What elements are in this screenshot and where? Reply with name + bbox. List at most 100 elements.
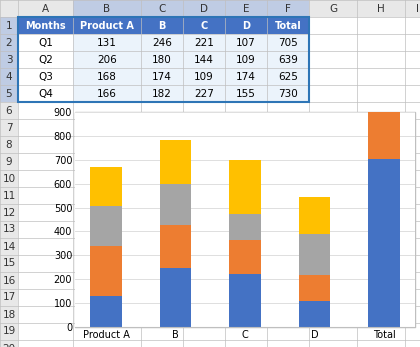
Bar	[225, 17, 267, 34]
Bar	[73, 323, 141, 340]
Text: I: I	[416, 3, 419, 14]
Bar	[309, 17, 357, 34]
Bar	[225, 0, 267, 17]
Bar	[309, 51, 357, 68]
Text: 221: 221	[194, 37, 214, 48]
Text: 109: 109	[194, 71, 214, 82]
Bar	[183, 51, 225, 68]
Bar	[309, 34, 357, 51]
Bar	[141, 119, 183, 136]
Bar	[18, 102, 73, 119]
Bar	[225, 238, 267, 255]
Bar	[357, 221, 405, 238]
Bar	[183, 255, 225, 272]
Bar	[229, 160, 261, 214]
Bar	[309, 221, 357, 238]
Bar	[18, 170, 73, 187]
Text: A: A	[42, 3, 49, 14]
Bar	[73, 34, 141, 51]
Text: D: D	[242, 20, 250, 31]
Bar	[73, 0, 141, 17]
Bar	[18, 221, 73, 238]
Bar	[90, 246, 122, 296]
Bar	[73, 272, 141, 289]
Bar	[73, 0, 141, 17]
Bar	[73, 119, 141, 136]
Bar	[357, 255, 405, 272]
Bar	[183, 34, 225, 51]
Bar	[18, 153, 73, 170]
Bar	[183, 102, 225, 119]
Bar	[225, 187, 267, 204]
Bar	[267, 17, 309, 34]
Bar	[267, 238, 309, 255]
Bar	[141, 136, 183, 153]
Bar	[141, 51, 183, 68]
Bar	[267, 17, 309, 34]
Bar	[405, 0, 420, 17]
Bar	[0, 51, 18, 68]
Bar	[309, 323, 357, 340]
Bar	[183, 323, 225, 340]
Bar	[183, 170, 225, 187]
Text: 12: 12	[3, 208, 16, 218]
Bar	[73, 85, 141, 102]
Bar	[405, 289, 420, 306]
Text: 14: 14	[3, 242, 16, 252]
Bar	[183, 85, 225, 102]
Bar	[225, 102, 267, 119]
Bar	[229, 274, 261, 327]
Bar	[368, 0, 399, 6]
Bar	[18, 17, 309, 102]
Bar	[309, 119, 357, 136]
Bar	[309, 289, 357, 306]
Bar	[141, 221, 183, 238]
Text: E: E	[243, 3, 249, 14]
Bar	[357, 68, 405, 85]
Bar	[405, 255, 420, 272]
Bar	[225, 272, 267, 289]
Bar	[141, 68, 183, 85]
Bar	[267, 85, 309, 102]
Text: 246: 246	[152, 37, 172, 48]
Bar	[405, 187, 420, 204]
Bar	[225, 323, 267, 340]
Bar	[141, 238, 183, 255]
Bar	[225, 221, 267, 238]
Bar	[405, 221, 420, 238]
Bar	[309, 238, 357, 255]
Bar	[141, 17, 183, 34]
Bar	[0, 238, 18, 255]
Bar	[18, 238, 73, 255]
Text: Q1: Q1	[38, 37, 53, 48]
Bar	[405, 204, 420, 221]
Text: 4: 4	[6, 71, 12, 82]
Bar	[405, 306, 420, 323]
Text: Q4: Q4	[38, 88, 53, 99]
Bar	[309, 136, 357, 153]
Text: 13: 13	[3, 225, 16, 235]
Text: Product A: Product A	[80, 20, 134, 31]
Bar	[357, 102, 405, 119]
Text: 131: 131	[97, 37, 117, 48]
Bar	[73, 170, 141, 187]
Bar	[225, 306, 267, 323]
Bar	[0, 187, 18, 204]
Bar	[357, 136, 405, 153]
Bar	[183, 17, 225, 34]
Bar	[73, 255, 141, 272]
Bar	[267, 153, 309, 170]
Bar	[73, 221, 141, 238]
Bar	[225, 119, 267, 136]
Bar	[183, 340, 225, 347]
Bar	[141, 323, 183, 340]
Bar	[405, 17, 420, 34]
Bar	[267, 136, 309, 153]
Text: 7: 7	[6, 122, 12, 133]
Bar	[225, 51, 267, 68]
Bar	[90, 296, 122, 327]
Text: Q3: Q3	[38, 71, 53, 82]
Bar	[73, 238, 141, 255]
Bar	[225, 51, 267, 68]
Bar	[267, 34, 309, 51]
